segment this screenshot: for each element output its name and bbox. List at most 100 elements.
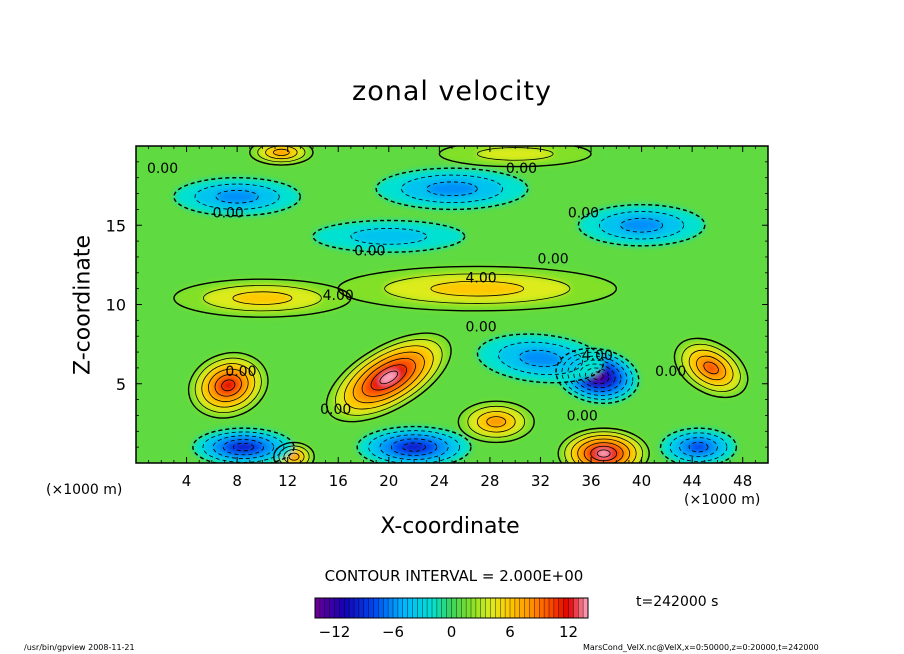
x-tick-label: 32 (531, 472, 550, 490)
feature-level (273, 149, 290, 156)
feature-level (519, 350, 562, 367)
contour-ring (573, 359, 622, 392)
contour-ring (703, 361, 719, 375)
colorbar-segment (549, 598, 555, 618)
colorbar-segment (558, 598, 564, 618)
x-axis-label: X-coordinate (380, 514, 520, 539)
colorbar-segment (432, 598, 438, 618)
contour-ring (214, 374, 242, 397)
feature-level (221, 379, 235, 391)
colorbar-segment (402, 598, 408, 618)
colorbar-segment (505, 598, 511, 618)
contour-label: 0.00 (506, 161, 537, 177)
contour-label: 0.00 (465, 320, 496, 336)
x-tick-label: 16 (329, 472, 348, 490)
contour-label: 0.00 (568, 206, 599, 222)
contour-ring (361, 358, 416, 397)
colorbar-segment (510, 598, 516, 618)
contour-ring (212, 435, 275, 459)
colorbar-segment (344, 598, 350, 618)
colorbar-segment (378, 598, 384, 618)
contour-ring (673, 337, 749, 399)
colorbar-segment (524, 598, 530, 618)
colorbar-segment (500, 598, 506, 618)
contour-ring (379, 434, 449, 460)
x-tick-label: 48 (733, 472, 752, 490)
colorbar-frame (314, 597, 589, 619)
colorbar-segment (441, 598, 447, 618)
feature-level (216, 190, 259, 204)
velocity-feature (477, 334, 604, 383)
contour-label: 4.00 (582, 348, 613, 364)
feature-level (620, 218, 663, 233)
contour-ring (596, 449, 611, 458)
velocity-field (136, 146, 768, 463)
colorbar-segment (436, 598, 443, 618)
contour-ring (343, 345, 434, 410)
contour-ring (232, 442, 254, 452)
colorbar-segment (568, 598, 574, 618)
x-tick-label: 8 (232, 472, 242, 490)
colorbar-tick-label: −12 (319, 623, 351, 641)
contour-ring (203, 285, 322, 312)
contour-ring (583, 442, 624, 463)
x-tick-label: 12 (278, 472, 297, 490)
feature-contours (173, 278, 352, 318)
contour-ring (438, 146, 592, 168)
contour-ring (379, 370, 399, 385)
feature-contours (356, 425, 472, 463)
feature-level (232, 291, 292, 305)
feature-level (703, 361, 719, 374)
feature-contours (673, 337, 749, 399)
x-tick-label: 36 (581, 472, 600, 490)
contour-ring (384, 273, 571, 304)
colorbar: −12 −6 0 6 12 (314, 597, 589, 641)
feature-level (486, 416, 506, 427)
contour-ring (486, 416, 507, 428)
velocity-feature (439, 146, 592, 167)
contour-ring (257, 146, 306, 163)
x-tick-label: 44 (683, 472, 702, 490)
velocity-feature (338, 266, 617, 311)
velocity-feature (173, 279, 351, 318)
velocity-feature (458, 401, 535, 443)
contour-ring (215, 189, 259, 204)
contour-lines (173, 146, 749, 463)
colorbar-segment (563, 598, 569, 618)
colorbar-segment (334, 598, 340, 618)
colorbar-segment (363, 598, 369, 618)
velocity-feature (312, 220, 465, 253)
contour-label: 0.00 (225, 364, 256, 380)
velocity-feature (578, 204, 705, 246)
x-tick-label: 20 (379, 472, 398, 490)
x-tick-label: 24 (430, 472, 449, 490)
contour-ring (370, 364, 407, 391)
contour-ring (194, 183, 280, 210)
contour-ring (390, 438, 438, 456)
contour-ring (688, 441, 709, 453)
contour-ring (208, 368, 249, 403)
colorbar-segment (475, 598, 482, 618)
colorbar-tick-label: 6 (505, 623, 515, 641)
footer-program-info: /usr/bin/gpview 2008-11-21 (24, 643, 135, 652)
contour-ring (620, 217, 664, 233)
colorbar-segment (519, 598, 525, 618)
contour-ring (335, 339, 443, 416)
contour-ring (187, 351, 269, 419)
velocity-feature (326, 333, 452, 422)
contour-ring (221, 379, 236, 392)
contour-label: 0.00 (354, 244, 385, 260)
contour-ring (557, 427, 650, 463)
contour-ring (273, 148, 290, 156)
colorbar-segment (446, 598, 452, 618)
contour-ring (570, 434, 637, 463)
feature-contours (375, 167, 529, 211)
contour-ring (577, 438, 631, 463)
contour-ring (426, 181, 478, 197)
contour-ring (579, 363, 616, 389)
colorbar-segment (583, 598, 589, 618)
contour-label: 4.00 (465, 271, 496, 287)
contour-label: 0.00 (213, 206, 244, 222)
